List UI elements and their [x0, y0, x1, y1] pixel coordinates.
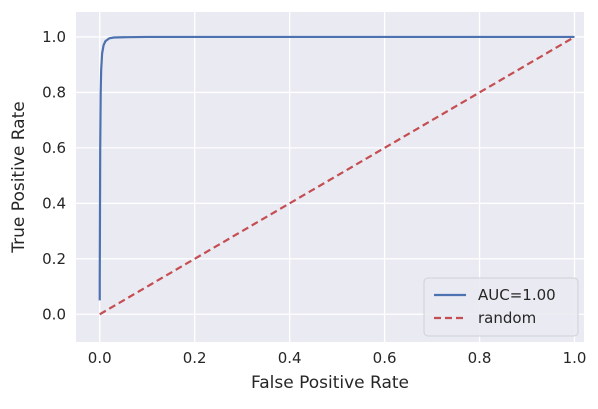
y-axis-label: True Positive Rate — [9, 101, 29, 253]
x-tick-label: 0.6 — [373, 349, 397, 367]
grid — [76, 12, 584, 342]
series-layer — [98, 35, 576, 316]
y-tick-label: 0.2 — [42, 250, 66, 268]
x-tick-label: 0.2 — [183, 349, 207, 367]
x-tick-label: 0.0 — [88, 349, 112, 367]
y-tick-label: 0.4 — [42, 194, 66, 212]
x-tick-label: 0.4 — [278, 349, 302, 367]
y-tick-label: 1.0 — [42, 28, 66, 46]
x-axis-label: False Positive Rate — [251, 373, 409, 393]
series-line-1 — [99, 36, 576, 316]
x-tick-label: 1.0 — [563, 349, 587, 367]
y-tick-label: 0.0 — [42, 305, 66, 323]
y-tick-label: 0.8 — [42, 83, 66, 101]
x-tick-label: 0.8 — [468, 349, 492, 367]
legend-label-0: AUC=1.00 — [478, 286, 556, 304]
tick-labels: 0.0 0.2 0.4 0.6 0.8 1.0 0.0 0.2 0.4 0.6 0.8 1.0 — [42, 28, 586, 367]
legend-box — [423, 277, 579, 337]
y-tick-label: 0.6 — [42, 139, 66, 157]
series-line-0 — [98, 35, 575, 301]
legend-label-1: random — [478, 309, 536, 327]
legend: AUC=1.00 random — [423, 277, 579, 337]
